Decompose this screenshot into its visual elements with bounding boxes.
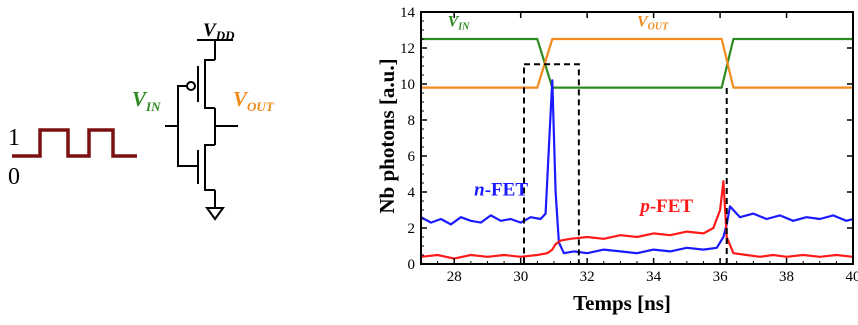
wave-high-label: 1 <box>8 125 20 151</box>
plot-frame <box>421 12 853 264</box>
x-tick-label: 34 <box>646 269 662 285</box>
y-tick-label: 8 <box>408 113 416 129</box>
x-tick-label: 40 <box>846 269 858 285</box>
ground-symbol <box>207 208 223 219</box>
y-tick-label: 14 <box>400 5 416 21</box>
annotation-3: p-FET <box>638 196 693 217</box>
x-tick-label: 30 <box>513 269 528 285</box>
series-line-1 <box>421 39 853 88</box>
y-tick-label: 6 <box>408 149 416 165</box>
series-line-0 <box>421 39 853 88</box>
y-tick-label: 12 <box>400 41 415 57</box>
wave-low-label: 0 <box>8 164 20 190</box>
y-tick-label: 0 <box>408 257 416 273</box>
y-tick-label: 10 <box>400 77 415 93</box>
y-tick-label: 2 <box>408 221 416 237</box>
input-waveform: 1 0 <box>8 125 137 190</box>
y-tick-label: 4 <box>408 185 416 201</box>
x-tick-label: 36 <box>713 269 729 285</box>
inverter-schematic <box>165 40 238 219</box>
x-tick-label: 38 <box>779 269 794 285</box>
square-wave <box>12 130 137 156</box>
vin-label: VIN <box>132 87 161 114</box>
annotation-0: VIN <box>448 13 471 32</box>
vout-label: VOUT <box>233 87 275 114</box>
pmos-channel <box>205 60 215 108</box>
nmos-channel <box>205 145 215 190</box>
x-tick-label: 28 <box>447 269 462 285</box>
y-axis-title: Nb photons [a.u.] <box>375 58 399 213</box>
plot-area <box>421 39 853 264</box>
x-axis-title: Temps [ns] <box>573 291 671 315</box>
x-tick-label: 32 <box>580 269 595 285</box>
gate-wire <box>178 86 197 166</box>
annotation-2: n-FET <box>474 180 528 201</box>
vdd-label: VDD <box>203 20 235 43</box>
series-line-2 <box>421 80 853 253</box>
pmos-bubble <box>187 82 195 90</box>
